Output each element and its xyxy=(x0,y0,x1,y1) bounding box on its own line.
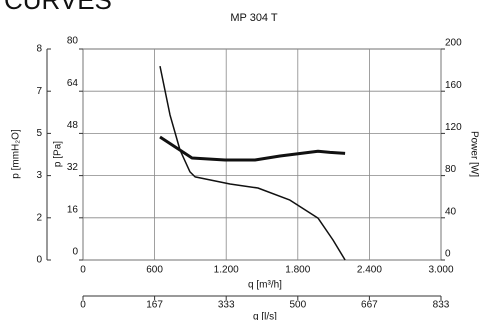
y-tick-label: 0 xyxy=(72,247,78,258)
x2-tick-label: 167 xyxy=(146,300,163,311)
plot-area xyxy=(82,48,442,261)
x-tick-label: 0 xyxy=(80,265,86,276)
y3-tick-label: 2 xyxy=(36,212,42,223)
y2-tick-label: 40 xyxy=(445,206,457,217)
x2-axis-label: q [l/s] xyxy=(253,312,277,320)
y-tick-label: 64 xyxy=(67,78,79,89)
x-axis-label: q [m³/h] xyxy=(248,280,282,291)
curve xyxy=(159,65,346,261)
y2-tick-label: 120 xyxy=(445,122,462,133)
page-heading: CURVES xyxy=(4,0,112,15)
x-tick-label: 1.800 xyxy=(285,265,310,276)
y3-tick-label: 3 xyxy=(36,170,42,181)
y2-tick-label: 200 xyxy=(445,38,462,49)
curve xyxy=(159,135,346,162)
y2-axis-label: Power [W] xyxy=(468,131,479,177)
x-tick-label: 3.000 xyxy=(428,265,453,276)
y2-tick-label: 80 xyxy=(445,164,457,175)
y-tick-label: 80 xyxy=(67,36,79,47)
x-tick-label: 600 xyxy=(146,265,163,276)
y-axis-label: p [Pa] xyxy=(53,141,64,167)
x2-tick-label: 667 xyxy=(361,300,378,311)
x2-tick-label: 833 xyxy=(433,300,450,311)
y3-tick-label: 5 xyxy=(36,128,42,139)
chart-title: MP 304 T xyxy=(230,12,278,24)
y-tick-label: 48 xyxy=(67,120,79,131)
x2-tick-label: 0 xyxy=(80,300,86,311)
y-tick-label: 16 xyxy=(67,204,79,215)
y2-tick-label: 160 xyxy=(445,80,462,91)
x2-tick-label: 500 xyxy=(289,300,306,311)
x-tick-label: 2.400 xyxy=(357,265,382,276)
y3-tick-label: 7 xyxy=(36,86,42,97)
y3-axis-label: p [mmH₂O] xyxy=(11,129,22,179)
y2-tick-label: 0 xyxy=(445,249,451,260)
y-tick-label: 32 xyxy=(67,162,79,173)
y3-tick-label: 0 xyxy=(36,255,42,266)
x-tick-label: 1.200 xyxy=(214,265,239,276)
y3-tick-label: 8 xyxy=(36,44,42,55)
x2-tick-label: 333 xyxy=(218,300,235,311)
